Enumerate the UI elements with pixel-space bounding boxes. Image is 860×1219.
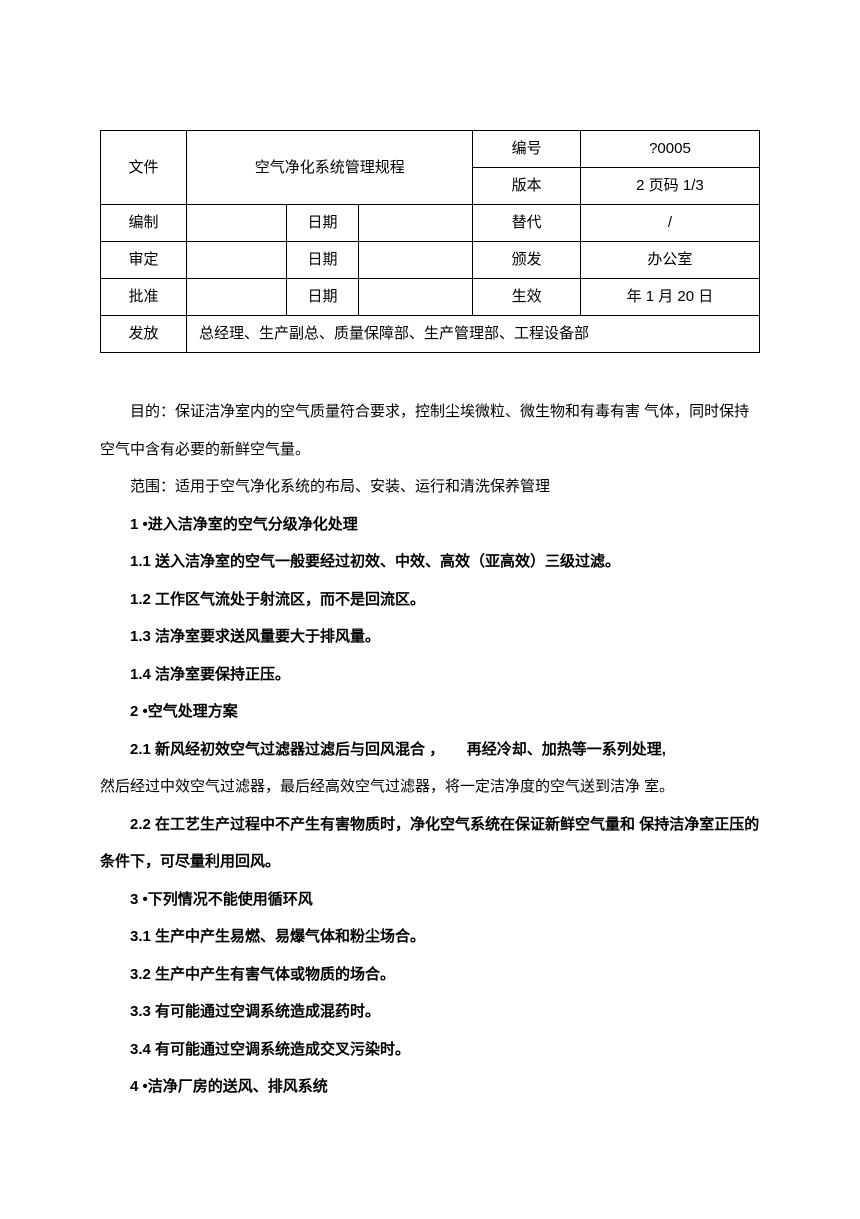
document-header-table: 文件 空气净化系统管理规程 编号 ?0005 版本 2 页码 1/3 编制 日期… bbox=[100, 130, 760, 353]
issue-label: 颁发 bbox=[473, 242, 580, 279]
effective-label: 生效 bbox=[473, 279, 580, 316]
review-value bbox=[186, 242, 286, 279]
section-2-1b: 然后经过中效空气过滤器，最后经高效空气过滤器，将一定洁净度的空气送到洁净 室。 bbox=[100, 768, 760, 806]
section-3-2: 3.2 生产中产生有害气体或物质的场合。 bbox=[100, 956, 760, 994]
issue-value: 办公室 bbox=[580, 242, 759, 279]
compile-date-label: 日期 bbox=[287, 205, 359, 242]
review-label: 审定 bbox=[101, 242, 187, 279]
section-2-1a: 2.1 新风经初效空气过滤器过滤后与回风混合 ， 再经冷却、加热等一系列处理, bbox=[100, 731, 760, 769]
document-title: 空气净化系统管理规程 bbox=[186, 131, 472, 205]
section-3-1: 3.1 生产中产生易燃、易爆气体和粉尘场合。 bbox=[100, 918, 760, 956]
number-label: 编号 bbox=[473, 131, 580, 168]
approve-date-label: 日期 bbox=[287, 279, 359, 316]
section-3-4: 3.4 有可能通过空调系统造成交叉污染时。 bbox=[100, 1031, 760, 1069]
distribute-label: 发放 bbox=[101, 316, 187, 353]
section-1-title: 1 •进入洁净室的空气分级净化处理 bbox=[100, 506, 760, 544]
review-date-value bbox=[358, 242, 473, 279]
approve-value bbox=[186, 279, 286, 316]
section-1-2: 1.2 工作区气流处于射流区，而不是回流区。 bbox=[100, 581, 760, 619]
section-1-4: 1.4 洁净室要保持正压。 bbox=[100, 656, 760, 694]
section-1-1: 1.1 送入洁净室的空气一般要经过初效、中效、高效（亚高效）三级过滤。 bbox=[100, 543, 760, 581]
approve-date-value bbox=[358, 279, 473, 316]
compile-date-value bbox=[358, 205, 473, 242]
section-4-title: 4 •洁净厂房的送风、排风系统 bbox=[100, 1068, 760, 1106]
compile-value bbox=[186, 205, 286, 242]
compile-label: 编制 bbox=[101, 205, 187, 242]
replace-label: 替代 bbox=[473, 205, 580, 242]
purpose-text: 目的：保证洁净室内的空气质量符合要求，控制尘埃微粒、微生物和有毒有害 气体，同时… bbox=[100, 393, 760, 468]
section-2-title: 2 •空气处理方案 bbox=[100, 693, 760, 731]
approve-label: 批准 bbox=[101, 279, 187, 316]
document-body: 目的：保证洁净室内的空气质量符合要求，控制尘埃微粒、微生物和有毒有害 气体，同时… bbox=[100, 393, 760, 1106]
section-3-title: 3 •下列情况不能使用循环风 bbox=[100, 881, 760, 919]
section-1-3: 1.3 洁净室要求送风量要大于排风量。 bbox=[100, 618, 760, 656]
number-value: ?0005 bbox=[580, 131, 759, 168]
file-label: 文件 bbox=[101, 131, 187, 205]
version-label: 版本 bbox=[473, 168, 580, 205]
review-date-label: 日期 bbox=[287, 242, 359, 279]
distribute-value: 总经理、生产副总、质量保障部、生产管理部、工程设备部 bbox=[186, 316, 759, 353]
effective-value: 年 1 月 20 日 bbox=[580, 279, 759, 316]
version-value: 2 页码 1/3 bbox=[580, 168, 759, 205]
section-2-2: 2.2 在工艺生产过程中不产生有害物质时，净化空气系统在保证新鲜空气量和 保持洁… bbox=[100, 806, 760, 881]
section-3-3: 3.3 有可能通过空调系统造成混药时。 bbox=[100, 993, 760, 1031]
scope-text: 范围：适用于空气净化系统的布局、安装、运行和清洗保养管理 bbox=[100, 468, 760, 506]
replace-value: / bbox=[580, 205, 759, 242]
